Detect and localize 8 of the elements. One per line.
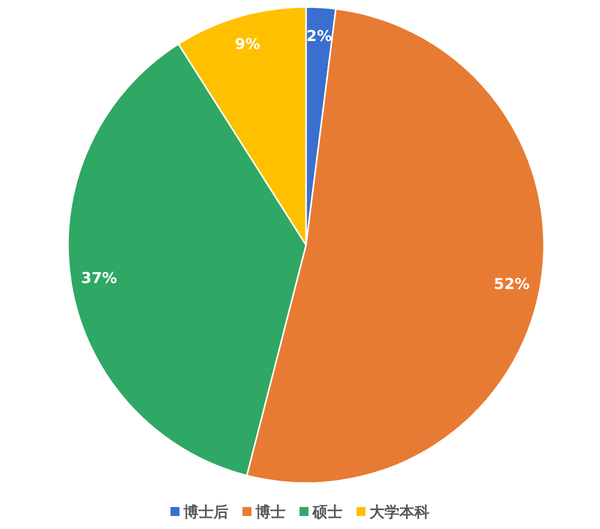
data-label: 9% <box>234 34 260 53</box>
data-label: 37% <box>81 268 118 287</box>
legend-label: 博士后 <box>182 503 228 521</box>
data-label: 2% <box>306 26 332 45</box>
data-label: 52% <box>494 275 530 294</box>
legend-label: 硕士 <box>312 503 342 521</box>
legend-label: 博士 <box>254 503 286 521</box>
legend-label: 大学本科 <box>370 503 430 521</box>
